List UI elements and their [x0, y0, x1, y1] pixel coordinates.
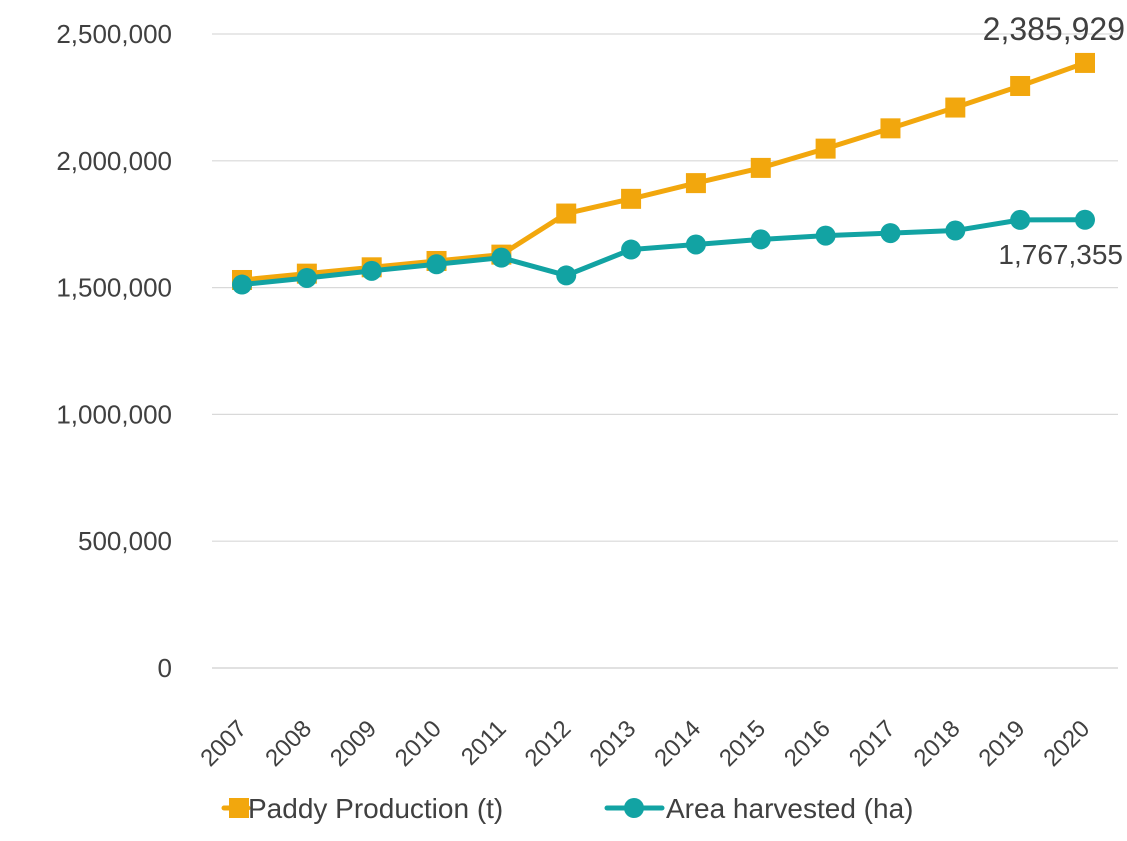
data-point-marker — [685, 234, 706, 255]
data-point-marker — [945, 97, 966, 118]
data-point-marker — [880, 118, 901, 139]
y-tick-label: 1,000,000 — [56, 399, 172, 429]
legend-label: Paddy Production (t) — [248, 793, 503, 824]
x-tick-label: 2011 — [456, 715, 512, 771]
data-point-marker — [685, 173, 706, 194]
x-tick-label: 2007 — [195, 715, 252, 772]
y-tick-label: 2,500,000 — [56, 19, 172, 49]
data-point-marker — [621, 188, 642, 209]
data-point-marker — [1010, 75, 1031, 96]
data-label: 2,385,929 — [983, 11, 1125, 47]
grid-lines — [212, 33, 1118, 669]
series-1 — [232, 52, 1095, 290]
legend: Paddy Production (t) Area harvested (ha) — [221, 793, 913, 824]
data-point-marker — [556, 203, 577, 224]
legend-item-1: Paddy Production (t) — [221, 793, 503, 824]
x-tick-label: 2017 — [844, 715, 901, 772]
legend-marker — [624, 798, 644, 818]
series-line — [239, 217, 1088, 288]
data-point-marker — [880, 223, 901, 244]
x-tick-label: 2020 — [1038, 715, 1095, 772]
series-lines — [232, 52, 1095, 295]
data-point-marker — [1075, 209, 1095, 230]
x-tick-label: 2009 — [325, 715, 382, 772]
data-point-marker — [426, 254, 447, 275]
x-tick-label: 2013 — [584, 715, 641, 772]
x-tick-label: 2016 — [779, 715, 836, 772]
data-point-marker — [815, 225, 836, 246]
y-tick-label: 500,000 — [78, 526, 172, 556]
y-tick-label: 1,500,000 — [56, 273, 172, 303]
x-tick-label: 2015 — [714, 715, 771, 772]
y-tick-label: 2,000,000 — [56, 146, 172, 176]
x-tick-label: 2012 — [520, 715, 577, 772]
x-axis-tick-labels: 2007 2008 2009 2010 2011 2012 2013 2014 2015 2016… — [195, 715, 1095, 772]
legend-marker — [229, 798, 249, 818]
legend-label: Area harvested (ha) — [666, 793, 913, 824]
legend-item-2: Area harvested (ha) — [604, 793, 913, 824]
data-point-marker — [945, 220, 966, 241]
data-point-marker — [1010, 209, 1031, 230]
data-point-marker — [750, 157, 771, 178]
x-tick-label: 2014 — [649, 715, 706, 772]
data-point-marker — [491, 247, 512, 268]
x-tick-label: 2019 — [974, 715, 1031, 772]
data-point-marker — [361, 260, 382, 281]
x-tick-label: 2010 — [390, 715, 447, 772]
data-point-marker — [750, 229, 771, 250]
y-axis-tick-labels: 0 500,000 1,000,000 1,500,000 2,000,000 2,500… — [56, 19, 172, 683]
data-label: 1,767,355 — [998, 239, 1123, 270]
data-point-marker — [815, 138, 836, 159]
data-point-marker — [556, 265, 577, 286]
data-point-marker — [621, 239, 642, 260]
series-line — [239, 60, 1088, 283]
data-point-marker — [1075, 52, 1095, 73]
data-point-marker — [232, 274, 252, 295]
x-tick-label: 2008 — [260, 715, 317, 772]
x-tick-label: 2018 — [909, 715, 966, 772]
data-point-marker — [296, 267, 317, 288]
data-labels: 2,385,929 1,767,355 — [983, 11, 1125, 270]
series-2 — [232, 209, 1095, 295]
y-tick-label: 0 — [158, 653, 172, 683]
